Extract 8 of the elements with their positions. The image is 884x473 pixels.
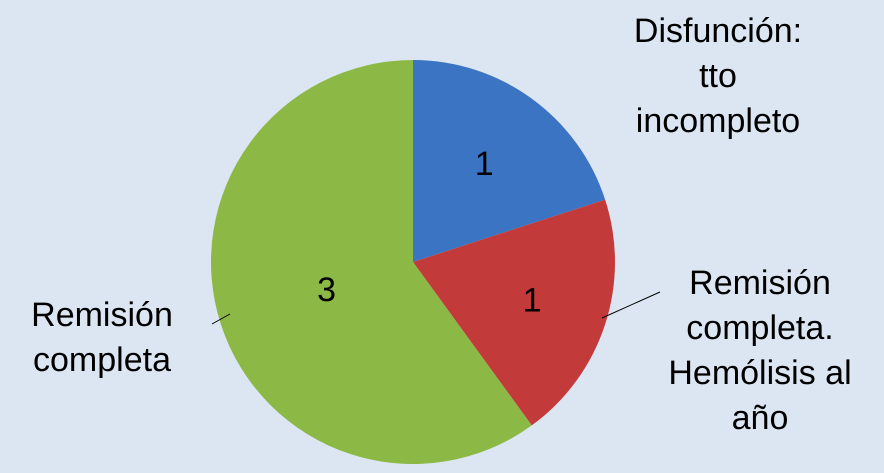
slice-label: Remisión completa — [31, 296, 173, 379]
slice-label: Remisión completa. Hemólisis al año — [668, 264, 852, 437]
pie-slice — [413, 200, 615, 426]
slice-label: Disfunción: tto incompleto — [634, 12, 802, 140]
pie-slice — [413, 60, 606, 262]
data-label: 1 — [522, 282, 542, 320]
data-label: 1 — [474, 144, 494, 183]
data-label: 3 — [317, 271, 336, 310]
